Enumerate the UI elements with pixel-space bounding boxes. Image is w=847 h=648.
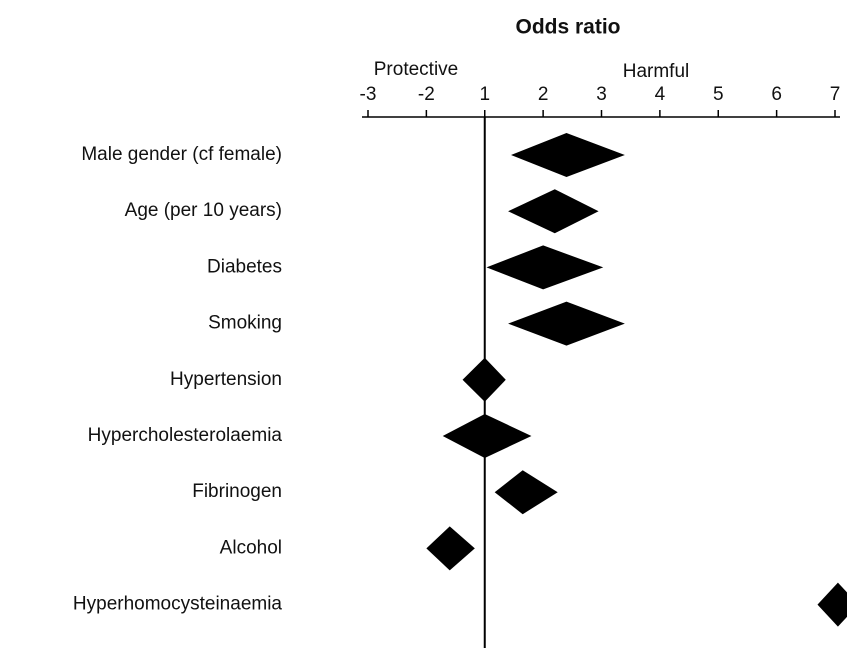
annotation: Harmful	[623, 61, 690, 82]
x-tick-label: 1	[479, 84, 490, 105]
x-tick-label: -3	[360, 84, 377, 105]
x-tick-label: -2	[418, 84, 435, 105]
diamond	[508, 189, 599, 234]
x-tick-label: 3	[596, 84, 607, 105]
x-tick-label: 5	[713, 84, 724, 105]
annotation: Protective	[374, 59, 458, 80]
chart-title: Odds ratio	[515, 16, 620, 39]
y-tick-label: Hypertension	[170, 369, 282, 390]
x-tick-label: 2	[538, 84, 549, 105]
diamond	[486, 245, 604, 290]
x-tick-label: 6	[771, 84, 782, 105]
y-tick-label: Hypercholesterolaemia	[88, 425, 283, 446]
y-tick-label: Fibrinogen	[192, 481, 282, 502]
y-tick-label: Male gender (cf female)	[81, 144, 282, 165]
diamond	[494, 470, 558, 515]
y-tick-label: Hyperhomocysteinaemia	[73, 594, 283, 615]
y-tick-label: Alcohol	[220, 537, 282, 558]
diamond	[511, 133, 625, 177]
diamond	[817, 582, 847, 627]
y-tick-label: Diabetes	[207, 256, 282, 277]
diamond	[462, 357, 506, 402]
y-tick-label: Age (per 10 years)	[125, 200, 282, 221]
diamond	[508, 301, 625, 346]
x-tick-label: 4	[655, 84, 666, 105]
y-tick-label: Smoking	[208, 313, 282, 334]
x-tick-label: 7	[830, 84, 841, 105]
diamond	[426, 526, 475, 571]
diamond	[442, 414, 532, 458]
